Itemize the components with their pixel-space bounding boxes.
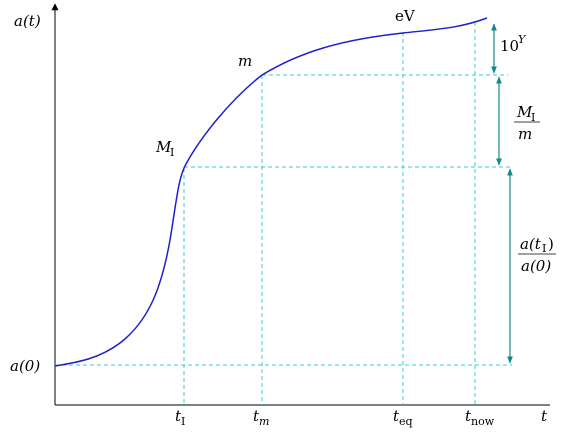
svg-text:I: I — [181, 415, 185, 428]
svg-text:a(0): a(0) — [10, 357, 40, 375]
svg-text:t: t — [541, 407, 548, 425]
svg-text:a(0): a(0) — [521, 257, 551, 275]
svg-text:now: now — [471, 415, 495, 428]
svg-text:t: t — [465, 407, 472, 425]
svg-text:m: m — [518, 125, 532, 143]
tick-label-t-equality: t eq — [393, 407, 413, 428]
svg-text:m: m — [238, 52, 252, 70]
svg-text:10: 10 — [500, 37, 519, 55]
y-axis-label: a(t) — [14, 12, 41, 30]
tick-label-t-now: t now — [465, 407, 495, 428]
interval-label-middle: M I m — [514, 103, 540, 143]
svg-text:I: I — [531, 111, 535, 124]
svg-text:eV: eV — [395, 7, 416, 25]
svg-text:a(t: a(t — [520, 235, 542, 253]
svg-text:I: I — [170, 146, 174, 159]
svg-text:I: I — [542, 242, 546, 255]
svg-text:t: t — [175, 407, 182, 425]
svg-text:M: M — [155, 138, 172, 156]
interval-label-bottom: a(t I ) a(0) — [518, 235, 556, 275]
y-origin-label: a(0) — [10, 357, 40, 375]
tick-label-t-inflation: t I — [175, 407, 185, 428]
svg-text:M: M — [516, 103, 533, 121]
curve-label-inflation: M I — [155, 138, 174, 159]
svg-text:): ) — [548, 235, 554, 253]
svg-text:m: m — [259, 415, 269, 428]
svg-text:eq: eq — [399, 415, 413, 428]
svg-text:t: t — [393, 407, 400, 425]
svg-text:a(t): a(t) — [14, 12, 41, 30]
curve-label-matter: m — [238, 52, 252, 70]
scale-factor-curve — [54, 17, 488, 367]
svg-text:Y: Y — [518, 33, 527, 46]
curve-label-equality: eV — [395, 7, 416, 25]
x-axis-label: t — [541, 407, 548, 425]
svg-text:t: t — [253, 407, 260, 425]
tick-label-t-matter: t m — [253, 407, 269, 428]
interval-label-top: 10 Y — [500, 33, 527, 55]
